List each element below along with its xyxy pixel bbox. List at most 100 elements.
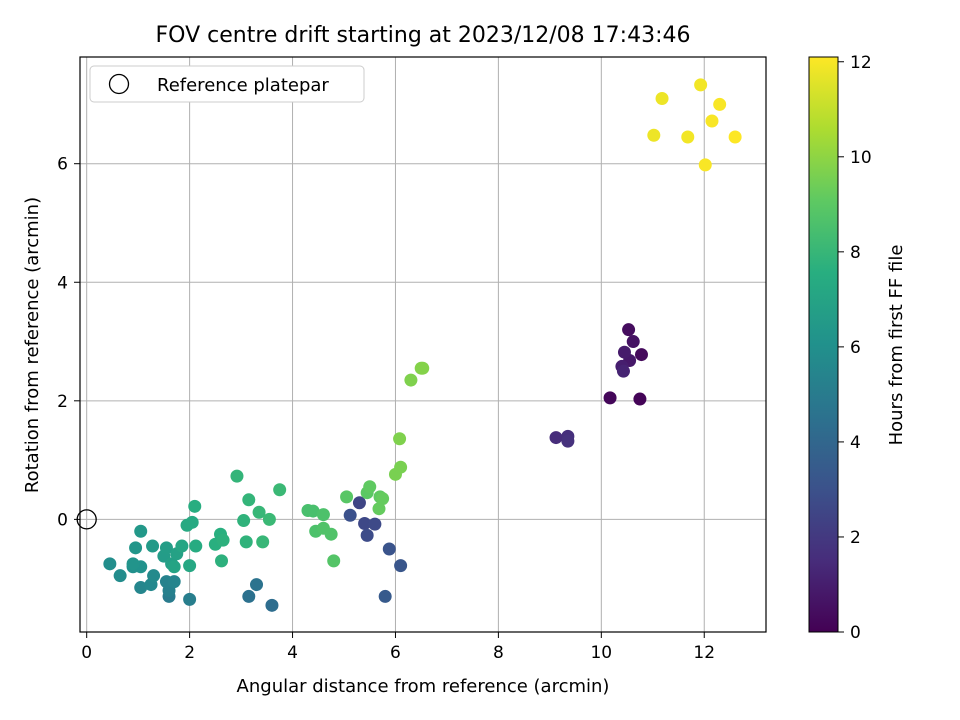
colorbar-ticks: 0 2 4 6 8 10 12 <box>838 53 872 643</box>
data-point <box>256 535 270 549</box>
colorbar <box>808 56 839 633</box>
y-tick-label: 4 <box>57 273 68 293</box>
data-point <box>113 569 127 583</box>
colorbar-tick-label: 4 <box>850 433 861 453</box>
data-point <box>242 589 256 603</box>
data-point <box>188 499 202 513</box>
y-tick-label: 0 <box>57 510 68 530</box>
data-point <box>103 557 117 571</box>
data-point <box>183 559 197 573</box>
data-point <box>372 502 386 516</box>
x-tick-label: 10 <box>590 643 612 663</box>
data-point <box>561 434 575 448</box>
data-point <box>265 598 279 612</box>
data-point <box>185 515 199 529</box>
data-point <box>698 158 712 172</box>
colorbar-tick-label: 0 <box>850 623 861 643</box>
data-point <box>360 528 374 542</box>
data-point <box>306 504 320 518</box>
data-point <box>363 480 377 494</box>
data-point <box>215 554 229 568</box>
data-point <box>713 97 727 111</box>
data-point <box>382 542 396 556</box>
data-point <box>147 569 161 583</box>
data-point <box>634 348 648 362</box>
data-point <box>358 517 372 531</box>
x-tick-label: 12 <box>693 643 715 663</box>
y-tick-label: 2 <box>57 392 68 412</box>
legend-box <box>89 65 365 103</box>
data-point <box>273 483 287 497</box>
data-point <box>167 560 181 574</box>
data-point <box>324 527 338 541</box>
data-point <box>237 514 251 528</box>
data-point <box>394 559 408 573</box>
plot-frame <box>79 56 767 633</box>
data-point <box>647 128 661 142</box>
data-point <box>394 460 408 474</box>
data-point <box>250 578 264 592</box>
data-point <box>655 91 669 105</box>
data-point <box>376 492 390 506</box>
colorbar-tick-label: 12 <box>850 53 872 73</box>
legend: Reference platepar <box>89 65 365 103</box>
data-point <box>327 554 341 568</box>
x-tick-label: 2 <box>184 643 195 663</box>
data-point <box>126 557 140 571</box>
colorbar-tick-label: 2 <box>850 528 861 548</box>
data-point <box>694 78 708 92</box>
y-axis-ticks: 0 2 4 6 <box>57 155 80 530</box>
data-point <box>134 524 148 538</box>
data-point <box>549 431 563 445</box>
data-point <box>316 508 330 522</box>
data-point <box>216 533 230 547</box>
data-point <box>175 539 189 553</box>
data-point <box>622 323 636 337</box>
data-point <box>159 541 173 555</box>
data-point <box>134 581 148 595</box>
legend-marker <box>108 73 130 95</box>
data-point <box>617 345 631 359</box>
colorbar-tick-label: 10 <box>850 148 872 168</box>
y-tick-label: 6 <box>57 155 68 175</box>
data-point <box>343 508 357 522</box>
colorbar-tick-label: 8 <box>850 243 861 263</box>
data-point <box>167 575 181 589</box>
y-axis-label: Rotation from reference (arcmin) <box>22 197 43 493</box>
data-point <box>368 517 382 531</box>
data-point <box>416 361 430 375</box>
data-point <box>129 541 143 555</box>
colorbar-tick-label: 6 <box>850 338 861 358</box>
grid-lines <box>80 57 766 632</box>
x-axis-ticks: 0 2 4 6 8 10 12 <box>81 632 715 663</box>
data-point <box>146 539 160 553</box>
data-point <box>728 130 742 144</box>
data-point <box>681 130 695 144</box>
x-axis-label: Angular distance from reference (arcmin) <box>237 676 610 697</box>
data-point <box>252 505 266 519</box>
data-point <box>183 592 197 606</box>
colorbar-label: Hours from first FF file <box>886 245 907 446</box>
data-point <box>230 469 244 483</box>
data-point <box>352 496 366 510</box>
data-point <box>616 364 630 378</box>
data-point <box>189 539 203 553</box>
data-point <box>242 493 256 507</box>
x-tick-label: 6 <box>390 643 401 663</box>
data-point <box>239 535 253 549</box>
chart-title: FOV centre drift starting at 2023/12/08 … <box>156 23 691 48</box>
data-point <box>340 490 354 504</box>
data-point <box>262 512 276 526</box>
data-point <box>603 391 617 405</box>
x-tick-label: 0 <box>81 643 92 663</box>
data-point <box>626 335 640 349</box>
data-point <box>633 392 647 406</box>
data-point <box>404 373 418 387</box>
data-point <box>393 432 407 446</box>
data-point <box>705 114 719 128</box>
x-tick-label: 4 <box>287 643 298 663</box>
x-tick-label: 8 <box>493 643 504 663</box>
data-point <box>378 589 392 603</box>
legend-label: Reference platepar <box>157 75 329 96</box>
